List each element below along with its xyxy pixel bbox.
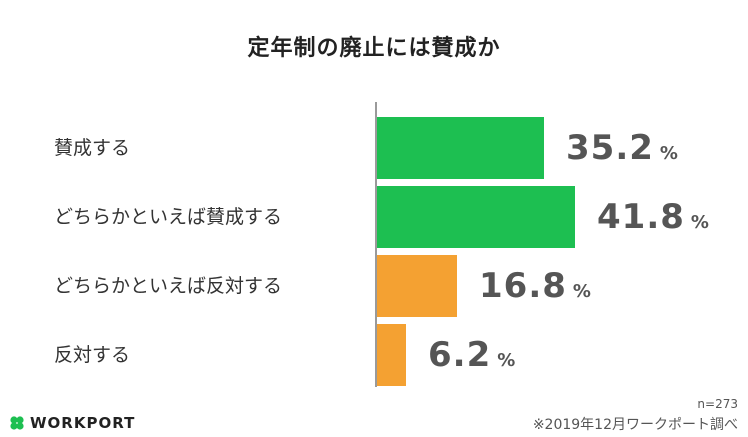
clover-icon: [10, 416, 24, 430]
data-label-value: 6.2: [428, 335, 492, 375]
bar: [377, 255, 457, 317]
logo-text: WORKPORT: [30, 414, 136, 432]
data-label-unit: %: [690, 212, 710, 233]
workport-logo: WORKPORT: [8, 414, 135, 432]
clover-leaf: [16, 416, 24, 424]
data-label-unit: %: [659, 143, 679, 164]
source-note: ※2019年12月ワークポート調べ: [532, 417, 738, 433]
category-label: 反対する: [54, 344, 131, 366]
data-label-value: 35.2: [566, 128, 654, 168]
bar: [377, 186, 575, 248]
data-label-value: 16.8: [479, 266, 567, 306]
data-label: 6.2%: [428, 335, 516, 381]
clover-leaf: [10, 422, 18, 430]
data-label-unit: %: [572, 281, 592, 302]
bar: [377, 324, 406, 386]
chart-title: 定年制の廃止には賛成か: [247, 36, 501, 61]
data-label: 41.8%: [597, 197, 710, 243]
data-label: 16.8%: [479, 266, 592, 312]
category-axis-line: [375, 102, 377, 387]
sample-size-note: n=273: [697, 397, 738, 411]
category-label: 賛成する: [54, 137, 131, 159]
bar: [377, 117, 544, 179]
data-label: 35.2%: [566, 128, 679, 174]
data-label-value: 41.8: [597, 197, 685, 237]
category-label: どちらかといえば反対する: [54, 275, 283, 297]
clover-leaf: [10, 416, 18, 424]
clover-leaf: [16, 422, 24, 430]
data-label-unit: %: [497, 350, 517, 371]
category-label: どちらかといえば賛成する: [54, 206, 283, 228]
